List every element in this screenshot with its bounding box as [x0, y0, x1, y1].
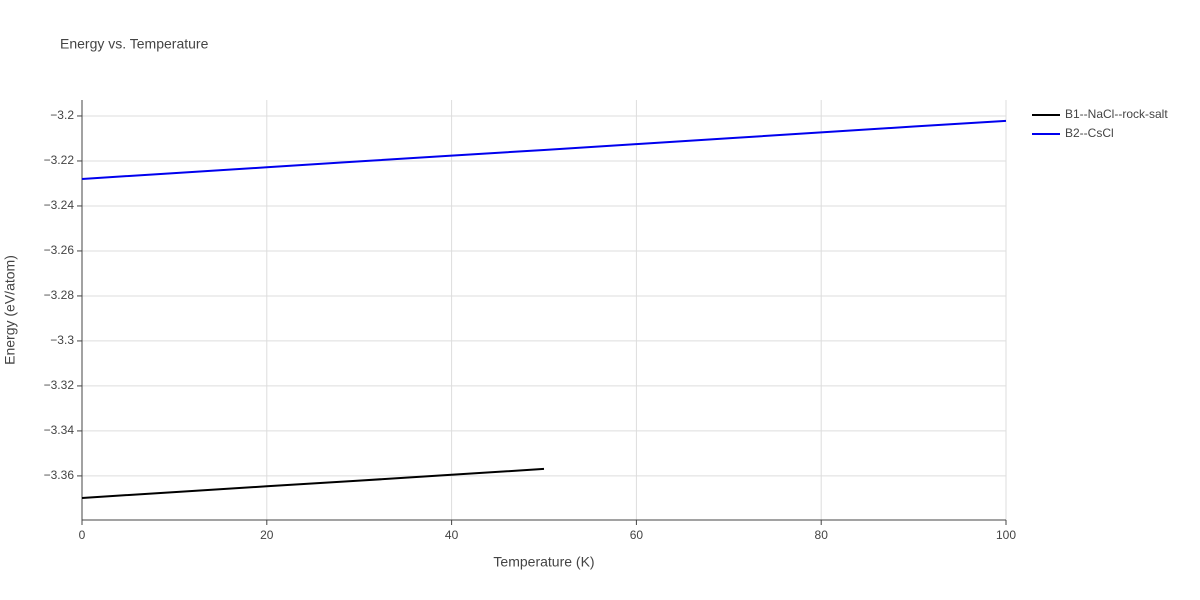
y-axis-label: Energy (eV/atom) [2, 255, 18, 365]
y-tick-label: −3.32 [44, 378, 75, 392]
chart-title: Energy vs. Temperature [60, 36, 209, 52]
y-tick-label: −3.36 [44, 468, 75, 482]
y-tick-label: −3.24 [44, 198, 75, 212]
x-tick-label: 60 [630, 528, 644, 542]
legend-label: B2--CsCl [1065, 126, 1114, 140]
x-tick-label: 20 [260, 528, 274, 542]
x-tick-label: 0 [79, 528, 86, 542]
x-axis-label: Temperature (K) [493, 554, 594, 570]
x-tick-label: 40 [445, 528, 459, 542]
y-tick-label: −3.26 [44, 243, 75, 257]
series-line [81, 119, 1007, 180]
x-tick-label: 80 [815, 528, 829, 542]
y-tick-label: −3.3 [50, 333, 74, 347]
y-tick-label: −3.22 [44, 153, 75, 167]
legend-label: B1--NaCl--rock-salt [1065, 107, 1168, 121]
x-tick-label: 100 [996, 528, 1016, 542]
y-tick-label: −3.34 [44, 423, 75, 437]
series-line [81, 467, 545, 499]
y-tick-label: −3.28 [44, 288, 75, 302]
y-tick-label: −3.2 [50, 108, 74, 122]
